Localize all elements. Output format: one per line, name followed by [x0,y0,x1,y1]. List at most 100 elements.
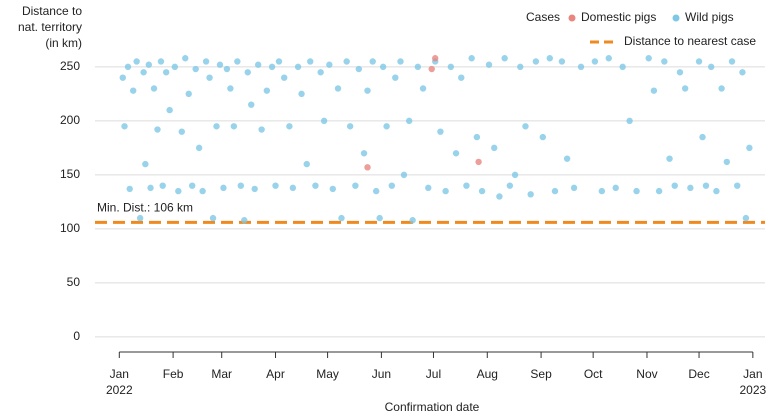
data-point [522,123,529,130]
data-point [294,63,302,71]
y-tick-label: 100 [60,221,80,235]
data-point [742,214,750,222]
x-tick-label: Aug [477,367,498,381]
data-point [251,185,258,193]
data-point [248,101,255,108]
data-point [142,160,149,168]
data-point [206,74,213,81]
legend-marker [672,14,680,22]
data-point [298,90,305,98]
data-point [383,123,390,130]
data-point [346,123,354,130]
data-point [326,61,333,68]
data-point [723,158,731,166]
data-point [241,217,248,224]
data-point [400,171,408,179]
data-point [352,182,359,189]
x-tick-label: Jul [426,367,441,381]
data-point [532,58,540,65]
data-point [159,182,166,189]
data-point [671,182,678,189]
data-point [178,128,185,135]
data-point [379,63,387,71]
data-point [254,61,262,68]
data-point [713,187,720,195]
data-point [666,155,673,162]
data-point [360,150,368,157]
data-point [338,214,345,222]
data-point [334,85,342,92]
data-point [447,63,455,71]
data-point [244,69,251,76]
data-point [428,65,435,73]
data-point [746,144,753,152]
x-tick-label: Jan 2022 [106,367,133,397]
data-point [734,182,741,189]
data-point [409,217,416,224]
data-point [280,74,288,81]
data-point [289,184,297,192]
data-point [154,126,161,133]
data-point [475,158,482,166]
data-point [419,85,427,92]
data-point [605,55,612,62]
data-point [397,58,404,65]
data-point [463,182,470,189]
data-point [491,144,498,152]
data-point [728,58,736,65]
data-point [355,65,363,73]
data-point [478,187,486,195]
data-point [539,133,547,141]
data-point [718,85,725,92]
data-point [392,74,399,81]
x-tick-label: Jun [372,367,391,381]
data-point [414,63,422,71]
data-point [121,123,128,130]
data-point [598,187,606,195]
x-tick-label: Oct [584,367,603,381]
data-point [343,58,350,65]
data-point [162,69,170,76]
data-point [739,69,746,76]
data-point [157,58,165,65]
data-point [432,55,439,62]
x-axis-label: Confirmation date [385,400,480,414]
data-point [501,55,508,62]
data-point [307,58,314,65]
data-point [189,182,196,189]
data-point [171,63,179,71]
data-point [369,58,376,65]
data-point [213,123,220,130]
data-point [147,184,154,192]
legend-label: Wild pigs [685,10,734,24]
data-point [129,87,137,94]
data-point [645,55,652,62]
data-point [145,61,153,68]
x-tick-label: Sep [530,367,552,381]
x-tick-label: Dec [688,367,709,381]
data-point [619,63,626,71]
data-point [650,87,658,94]
data-point [202,58,210,65]
data-point [626,117,633,125]
data-point [577,63,585,71]
data-point [119,74,126,81]
legend-title: Cases [526,10,560,24]
x-tick-label: Nov [636,367,657,381]
legend-label: Domestic pigs [581,10,656,24]
data-point [364,87,371,94]
data-point [496,193,503,200]
data-point [473,133,481,141]
data-point [405,117,413,125]
data-point [707,63,715,71]
x-tick-label: Apr [266,367,285,381]
x-tick-label: Mar [211,367,232,381]
data-point [699,133,706,141]
data-point [329,185,336,193]
data-point [388,182,396,189]
x-tick-label: Feb [163,367,184,381]
data-point [209,214,217,222]
data-point [558,58,566,65]
data-point [126,185,133,193]
